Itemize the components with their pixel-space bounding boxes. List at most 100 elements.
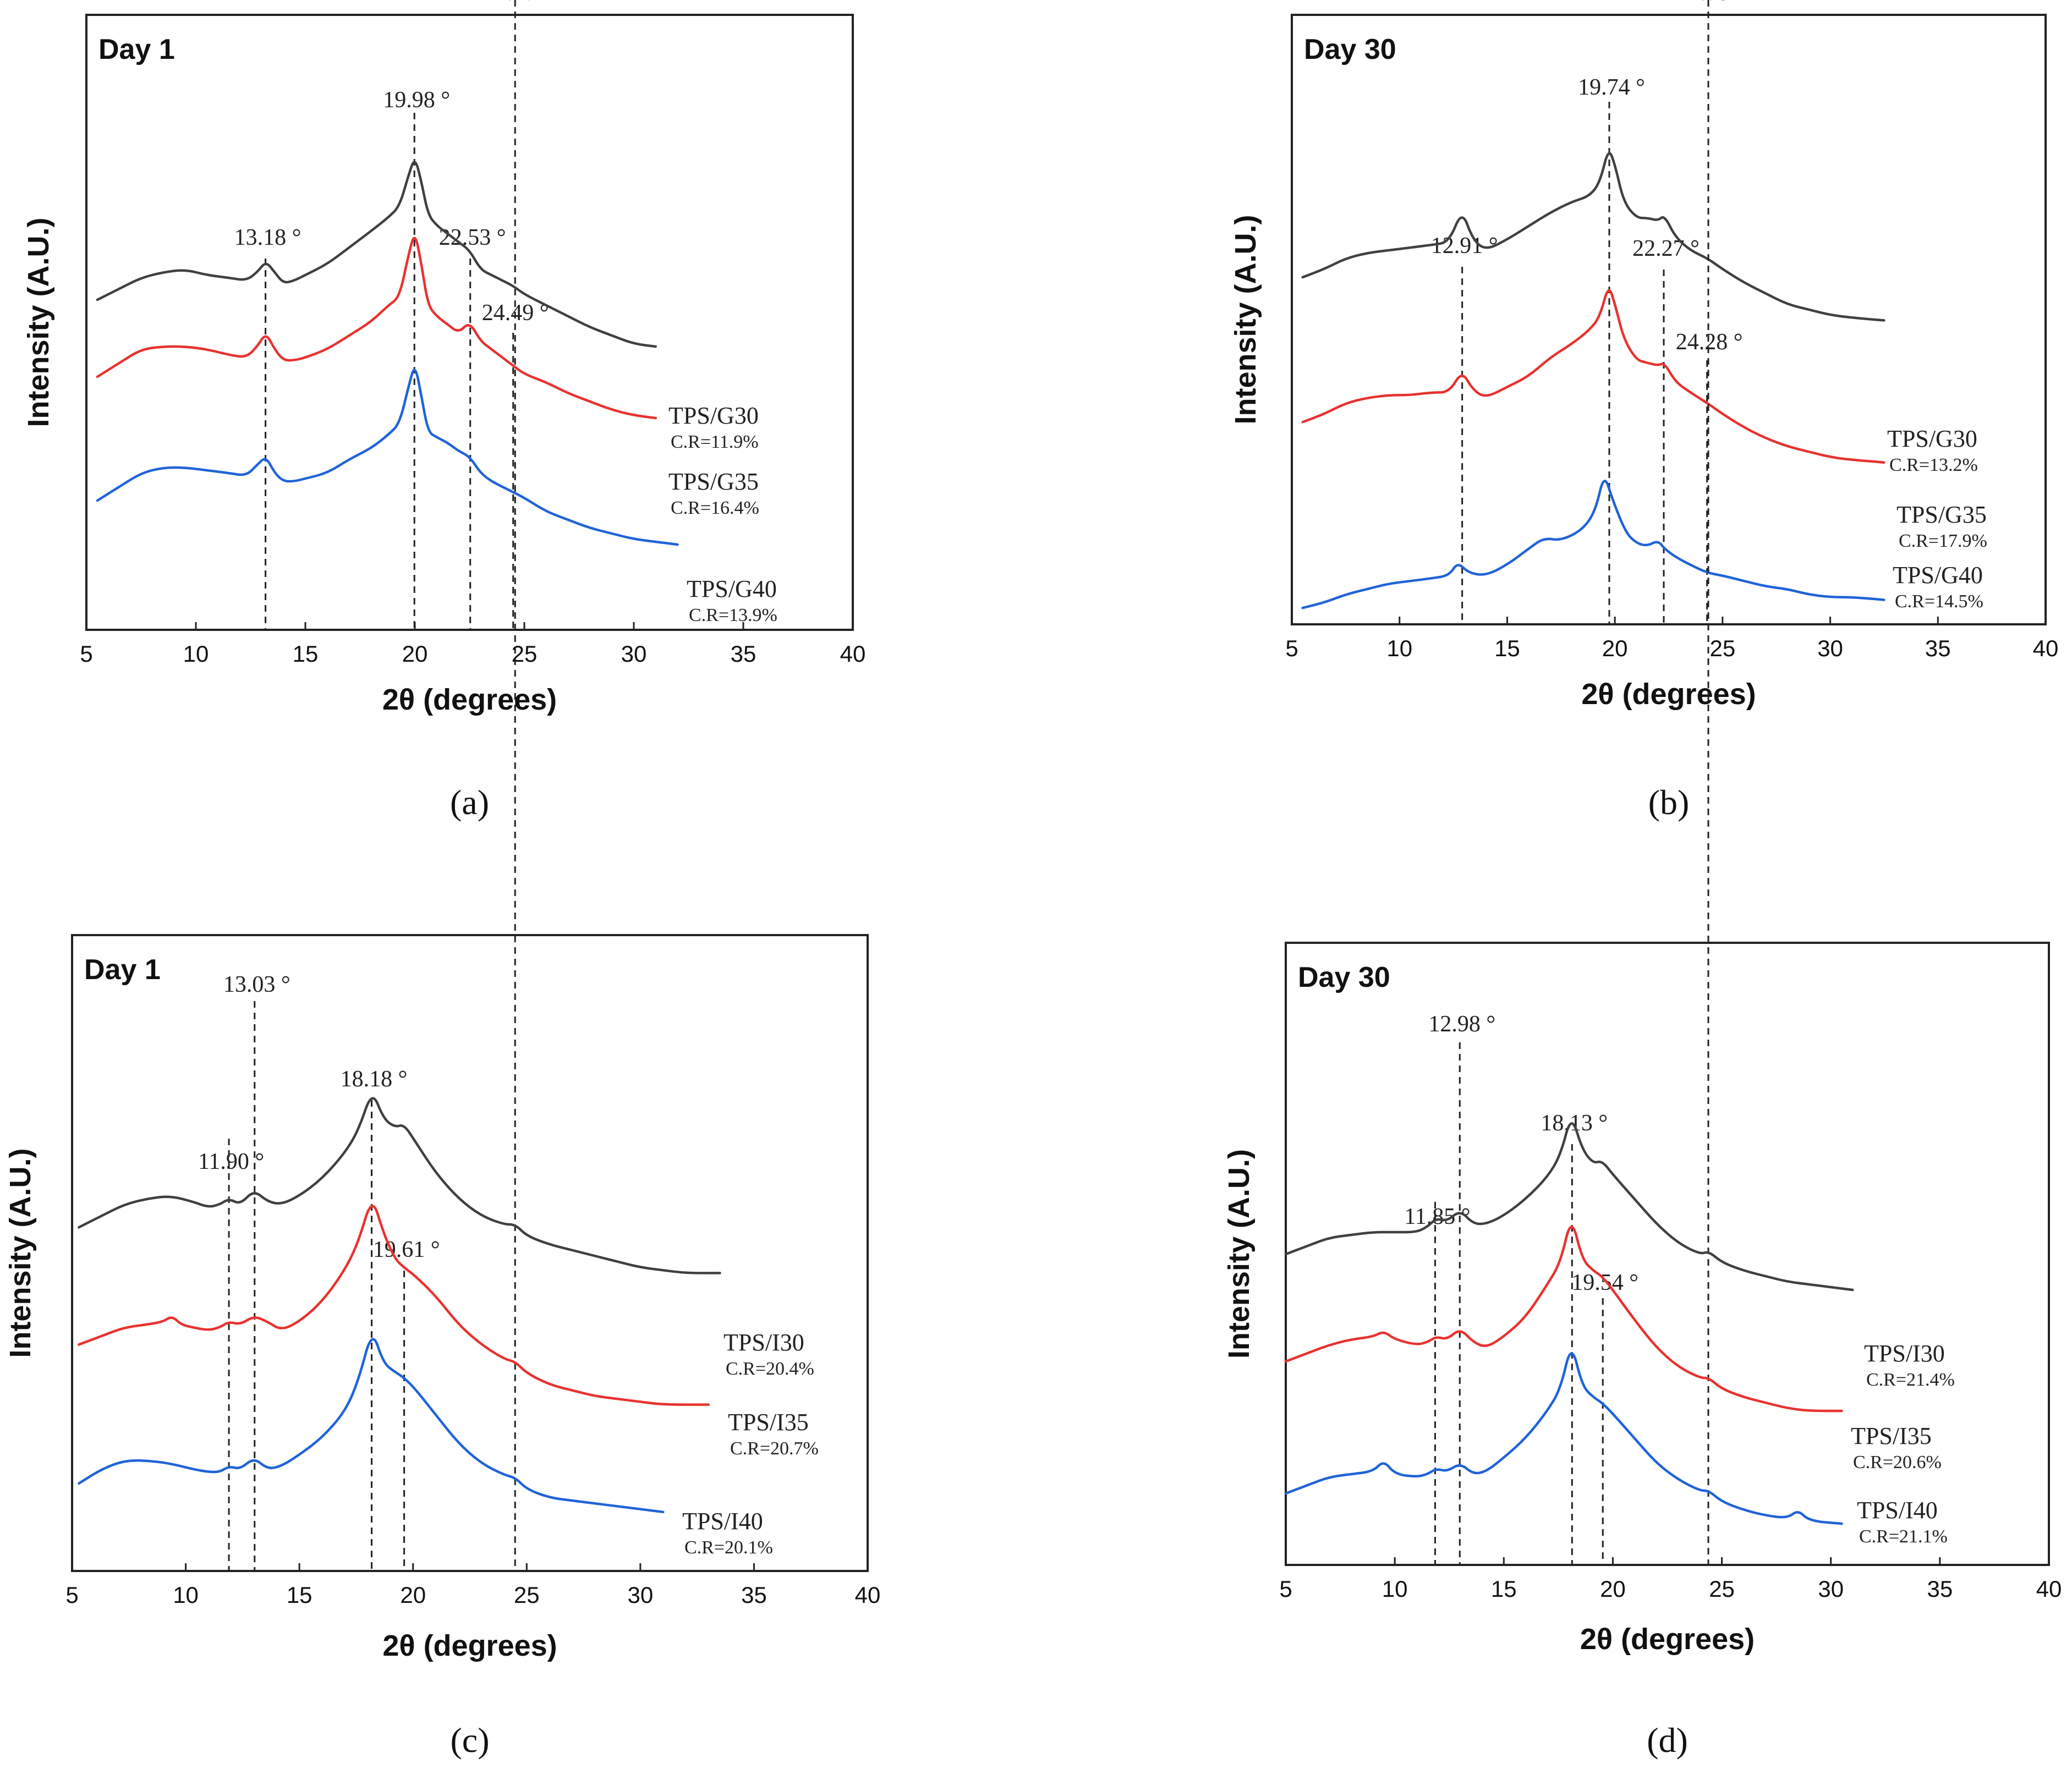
x-tick-label: 40 [855,1582,881,1608]
x-tick-label: 15 [293,641,319,667]
series-name-label: TPS/G40 [687,575,777,602]
series-line-tps-i35 [1284,1226,1843,1413]
x-tick-label: 10 [173,1582,199,1608]
x-tick-label: 20 [400,1582,426,1608]
x-tick-label: 30 [627,1582,653,1608]
x-tick-label: 25 [514,1582,540,1608]
x-tick-label: 30 [621,641,647,667]
x-tick-label: 10 [1382,1576,1408,1602]
crystallinity-label: C.R=17.9% [1899,531,1987,551]
x-tick-label: 10 [1386,635,1412,661]
panel-caption: (b) [1648,783,1690,822]
crystallinity-label: C.R=20.7% [730,1438,819,1459]
series-name-label: TPS/G35 [668,468,759,495]
series-line-tps-i35 [78,1205,710,1406]
series-line-tps-i30 [78,1097,721,1274]
peak-label: 11.90 ° [198,1149,264,1174]
x-tick-label: 5 [1285,635,1298,661]
panel-title: Day 30 [1304,34,1396,65]
series-name-label: TPS/G35 [1896,501,1987,528]
series-name-label: TPS/G40 [1893,562,1983,589]
peak-label: 19.98 ° [383,87,450,113]
peak-label: 19.61 ° [373,1237,440,1262]
plot-frame [1291,14,2047,625]
x-tick-label: 35 [1927,1576,1953,1602]
peak-label: 18.13 ° [1541,1111,1608,1136]
crystallinity-label: C.R=14.5% [1895,591,1983,612]
plot-frame [71,934,869,1572]
x-tick-label: 40 [2036,1576,2062,1602]
panel-title: Day 1 [98,34,175,65]
series-line-tps-g35 [96,237,657,420]
y-axis-title: Intensity (A.U.) [4,1148,37,1358]
series-line-tps-i40 [78,1338,665,1514]
x-axis-title: 2θ (degrees) [382,683,557,716]
x-tick-label: 20 [1600,1576,1626,1602]
y-axis-title: Intensity (A.U.) [1229,215,1262,424]
x-tick-label: 10 [183,641,209,667]
x-tick-label: 35 [731,641,757,667]
crystallinity-label: C.R=13.9% [689,605,777,625]
x-tick-label: 15 [1491,1576,1517,1602]
series-name-label: TPS/I40 [682,1508,763,1535]
x-tick-label: 20 [1602,635,1628,661]
series-line-tps-g40 [1301,480,1885,609]
series-line-tps-g40 [96,369,679,546]
peak-label: 13.18 ° [234,225,302,250]
x-tick-label: 20 [402,641,428,667]
y-axis-title: Intensity (A.U.) [22,217,55,427]
peak-label: 24.38 ° [1677,0,1744,6]
x-axis-title: 2θ (degrees) [1581,678,1756,711]
x-axis-title: 2θ (degrees) [382,1629,557,1662]
chart-panel-d: 5 10 15 20 25 30 35 40 Day 30 2θ (degrees) Intensi… [1223,0,2062,1760]
chart-panel-b: 5 10 15 20 25 30 35 40 Day 30 2θ (degrees) Intensi… [1229,14,2059,822]
y-axis-title: Intensity (A.U.) [1223,1149,1256,1359]
x-tick-label: 5 [65,1582,78,1608]
peak-label: 18.18 ° [341,1067,408,1092]
peak-label: 22.53 ° [439,225,506,250]
crystallinity-label: C.R=20.6% [1853,1452,1942,1473]
panel-caption: (d) [1647,1721,1688,1760]
x-tick-label: 40 [840,641,866,667]
series-line-tps-i40 [1284,1352,1843,1525]
series-name-label: TPS/I35 [728,1409,809,1436]
series-name-label: TPS/G30 [668,402,759,429]
x-axis-title: 2θ (degrees) [1580,1623,1755,1656]
panel-title: Day 1 [84,954,161,986]
series-name-label: TPS/I30 [1864,1340,1945,1367]
panel-title: Day 30 [1298,962,1390,993]
panel-caption: (c) [450,1721,489,1760]
peak-label: 24.49 ° [484,0,551,6]
peak-label: 13.03 ° [223,972,290,997]
peak-label: 19.54 ° [1571,1270,1638,1295]
series-line-tps-i30 [1284,1122,1854,1292]
crystallinity-label: C.R=21.1% [1859,1526,1948,1547]
chart-panel-c: 5 10 15 20 25 30 35 40 Day 1 2θ (degrees) Intensit… [4,0,880,1760]
series-name-label: TPS/I30 [723,1329,804,1356]
x-tick-label: 15 [1494,635,1520,661]
series-name-label: TPS/G30 [1887,425,1977,452]
crystallinity-label: C.R=21.4% [1866,1370,1955,1390]
x-tick-label: 30 [1817,635,1843,661]
crystallinity-label: C.R=20.4% [726,1359,814,1379]
crystallinity-label: C.R=20.1% [684,1537,773,1558]
series-line-tps-g30 [1301,152,1885,322]
x-tick-label: 5 [80,641,92,667]
series-name-label: TPS/I40 [1857,1497,1938,1524]
series-name-label: TPS/I35 [1851,1422,1932,1449]
x-tick-label: 25 [1709,635,1735,661]
crystallinity-label: C.R=16.4% [671,498,759,518]
series-line-tps-g30 [96,161,657,348]
x-tick-label: 25 [1709,1576,1735,1602]
series-line-tps-g35 [1301,289,1885,464]
x-tick-label: 35 [1925,635,1951,661]
peak-label: 12.98 ° [1428,1012,1495,1037]
peak-label: 12.91 ° [1431,233,1498,259]
crystallinity-label: C.R=11.9% [671,432,759,452]
x-tick-label: 30 [1818,1576,1844,1602]
x-tick-label: 40 [2033,635,2059,661]
peak-label: 24.28 ° [1676,329,1743,355]
peak-label: 19.74 ° [1578,75,1645,100]
